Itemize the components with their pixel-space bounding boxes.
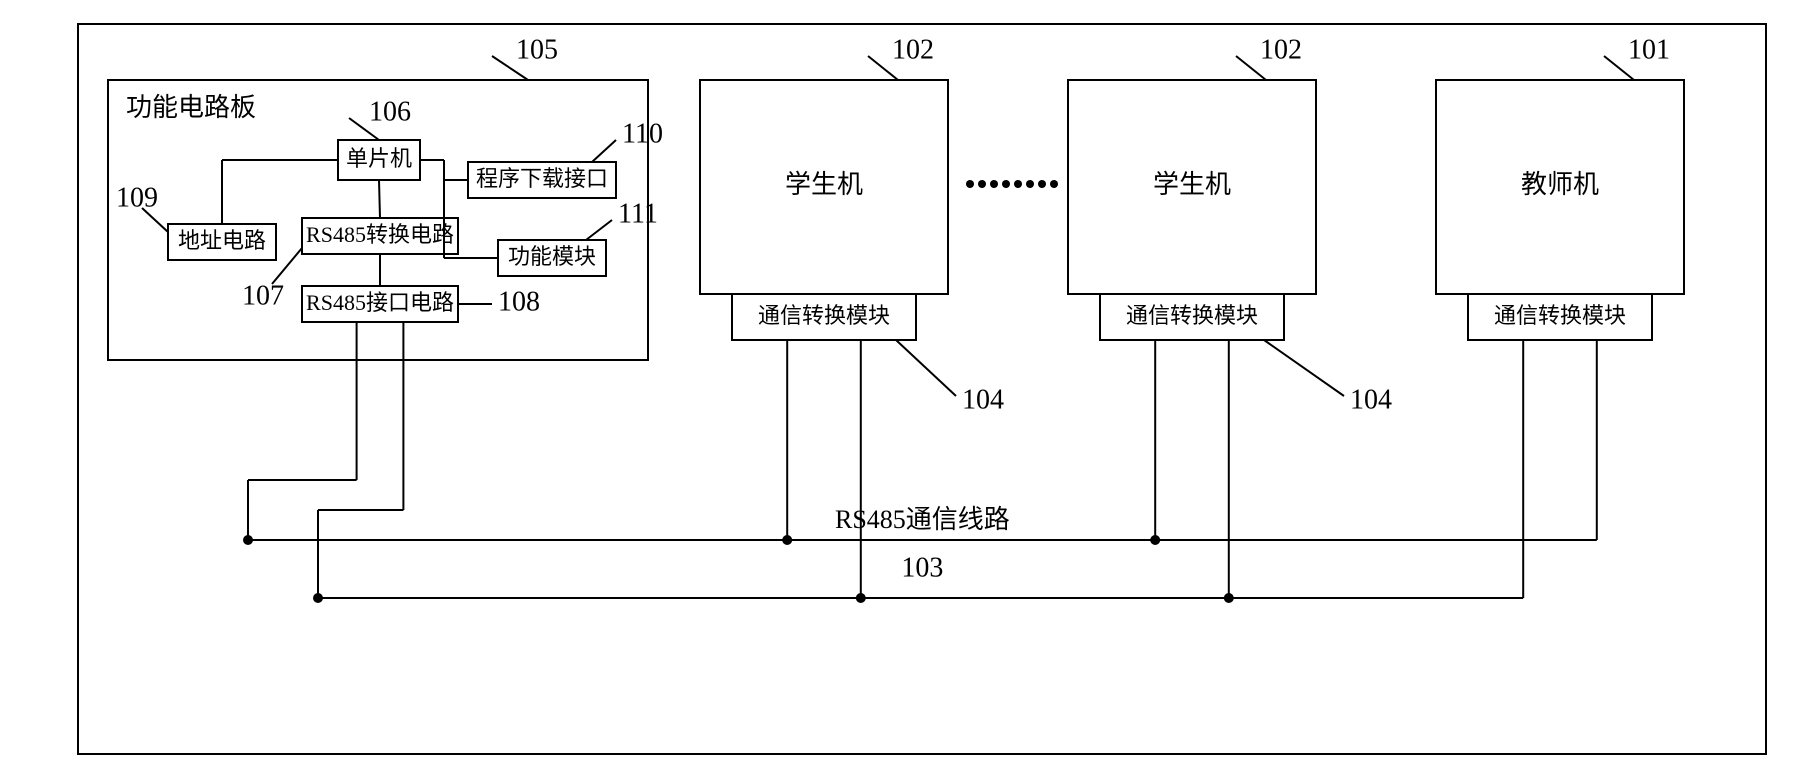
ref-107: 107 bbox=[242, 280, 284, 311]
program-dl-box-label: 程序下载接口 bbox=[476, 166, 608, 191]
junction-dot bbox=[966, 180, 974, 188]
ref-111: 111 bbox=[618, 198, 658, 229]
comm-b-box-label: 通信转换模块 bbox=[1126, 303, 1258, 328]
function-board-title: 功能电路板 bbox=[126, 93, 256, 122]
junction-dot bbox=[1002, 180, 1010, 188]
leader-104b bbox=[1264, 340, 1344, 396]
ref-109: 109 bbox=[116, 182, 158, 213]
diagram-frame bbox=[78, 24, 1766, 754]
w-mcu-conv bbox=[379, 180, 380, 218]
leader-110 bbox=[592, 140, 616, 162]
ref-103: 103 bbox=[901, 552, 943, 583]
function-module-box-label: 功能模块 bbox=[508, 244, 596, 269]
ref-106: 106 bbox=[369, 96, 411, 127]
rs485-intf-box-label: RS485接口电路 bbox=[306, 290, 454, 315]
leader-104a bbox=[896, 340, 956, 396]
ref-108: 108 bbox=[498, 286, 540, 317]
junction-dot bbox=[990, 180, 998, 188]
junction-dot bbox=[1014, 180, 1022, 188]
junction-dot bbox=[1150, 535, 1160, 545]
comm-t-box-label: 通信转换模块 bbox=[1494, 303, 1626, 328]
student-b-box-label: 学生机 bbox=[1153, 170, 1231, 199]
junction-dot bbox=[313, 593, 323, 603]
junction-dot bbox=[856, 593, 866, 603]
junction-dot bbox=[1224, 593, 1234, 603]
leader-111 bbox=[586, 220, 612, 240]
ref-104b: 104 bbox=[1350, 384, 1392, 415]
teacher-box-label: 教师机 bbox=[1521, 170, 1599, 199]
ref-105: 105 bbox=[516, 34, 558, 65]
ref-teacher-box: 101 bbox=[1628, 34, 1670, 65]
comm-a-box-label: 通信转换模块 bbox=[758, 303, 890, 328]
rs485-conv-box-label: RS485转换电路 bbox=[306, 222, 454, 247]
ref-student-a-box: 102 bbox=[892, 34, 934, 65]
ref-104a: 104 bbox=[962, 384, 1004, 415]
mcu-box-label: 单片机 bbox=[346, 146, 412, 171]
junction-dot bbox=[1050, 180, 1058, 188]
junction-dot bbox=[1038, 180, 1046, 188]
junction-dot bbox=[782, 535, 792, 545]
addr-circuit-box-label: 地址电路 bbox=[178, 228, 266, 253]
ref-110: 110 bbox=[622, 118, 663, 149]
ref-student-b-box: 102 bbox=[1260, 34, 1302, 65]
junction-dot bbox=[243, 535, 253, 545]
junction-dot bbox=[1026, 180, 1034, 188]
student-a-box-label: 学生机 bbox=[785, 170, 863, 199]
junction-dot bbox=[978, 180, 986, 188]
